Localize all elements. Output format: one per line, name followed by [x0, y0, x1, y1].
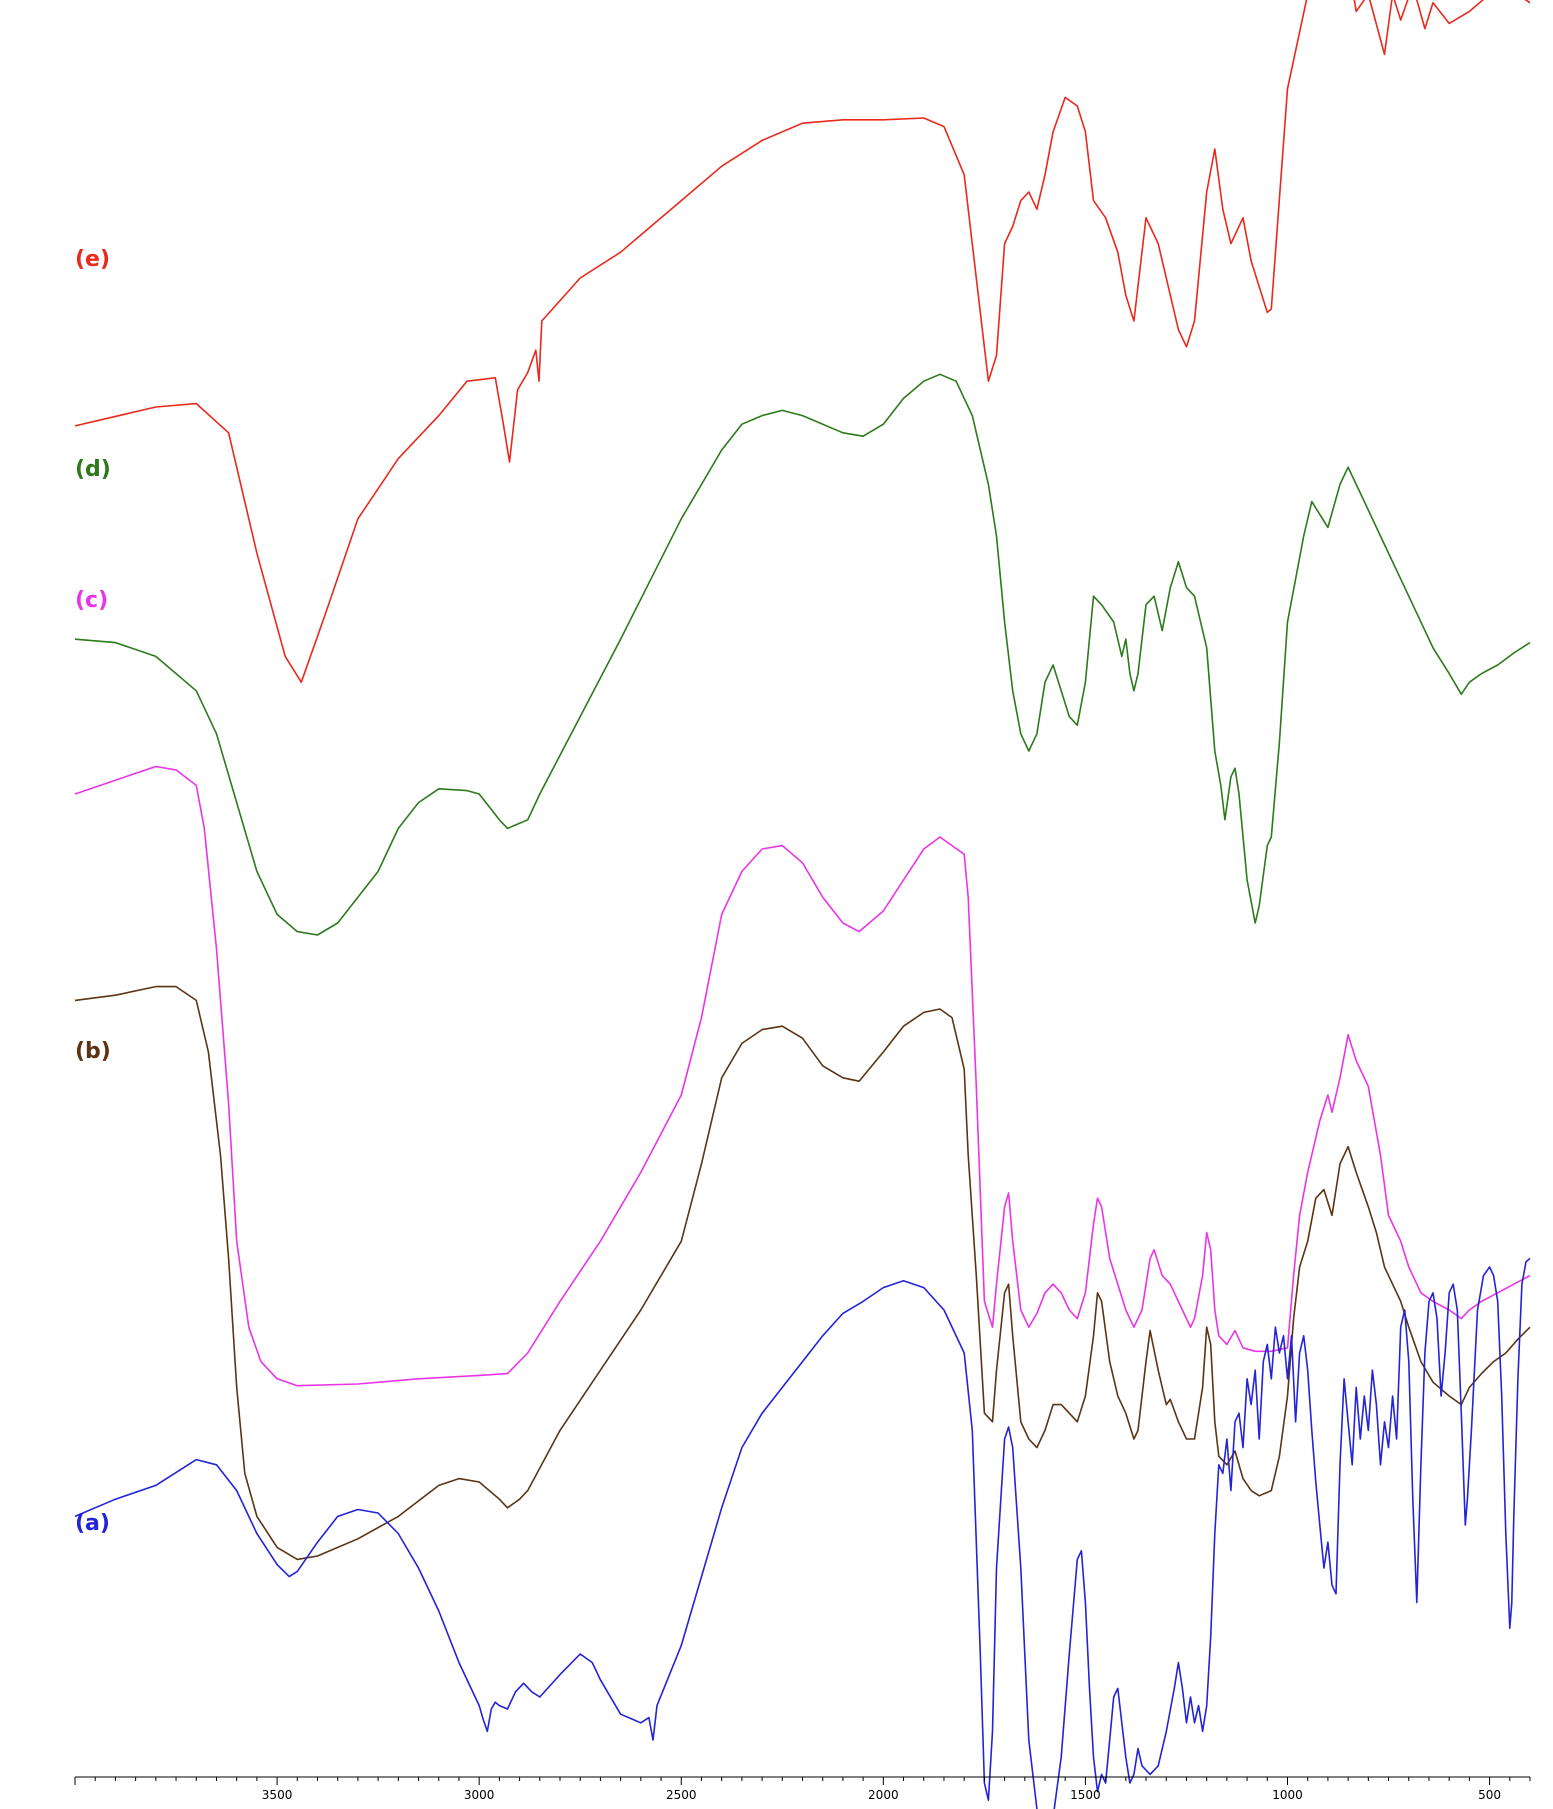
x-axis: 3500 3000 2500 2000 1500 1000 500 — [74, 1776, 1531, 1802]
x-tick-label: 2500 — [666, 1788, 697, 1802]
x-tick-label: 2000 — [868, 1788, 899, 1802]
spectrum-line-b — [74, 985, 1531, 1561]
series-layer — [74, 0, 1531, 1809]
x-tick-label: 1000 — [1272, 1788, 1303, 1802]
x-tick-label: 3000 — [464, 1788, 495, 1802]
series-label-e: (e) — [75, 247, 110, 272]
x-tick-label: 3500 — [262, 1788, 293, 1802]
spectrum-line-e — [74, 0, 1531, 683]
series-label-a: (a) — [75, 1511, 110, 1536]
series-labels: (e) (d) (c) (b) (a) — [75, 247, 111, 1536]
x-tick-label: 500 — [1478, 1788, 1501, 1802]
x-tick-label: 1500 — [1070, 1788, 1101, 1802]
spectrum-line-c — [74, 765, 1531, 1387]
series-label-c: (c) — [75, 588, 108, 613]
spectrum-line-d — [74, 373, 1531, 936]
series-label-d: (d) — [75, 457, 111, 482]
spectrum-line-a — [74, 1257, 1531, 1809]
series-label-b: (b) — [75, 1039, 111, 1064]
